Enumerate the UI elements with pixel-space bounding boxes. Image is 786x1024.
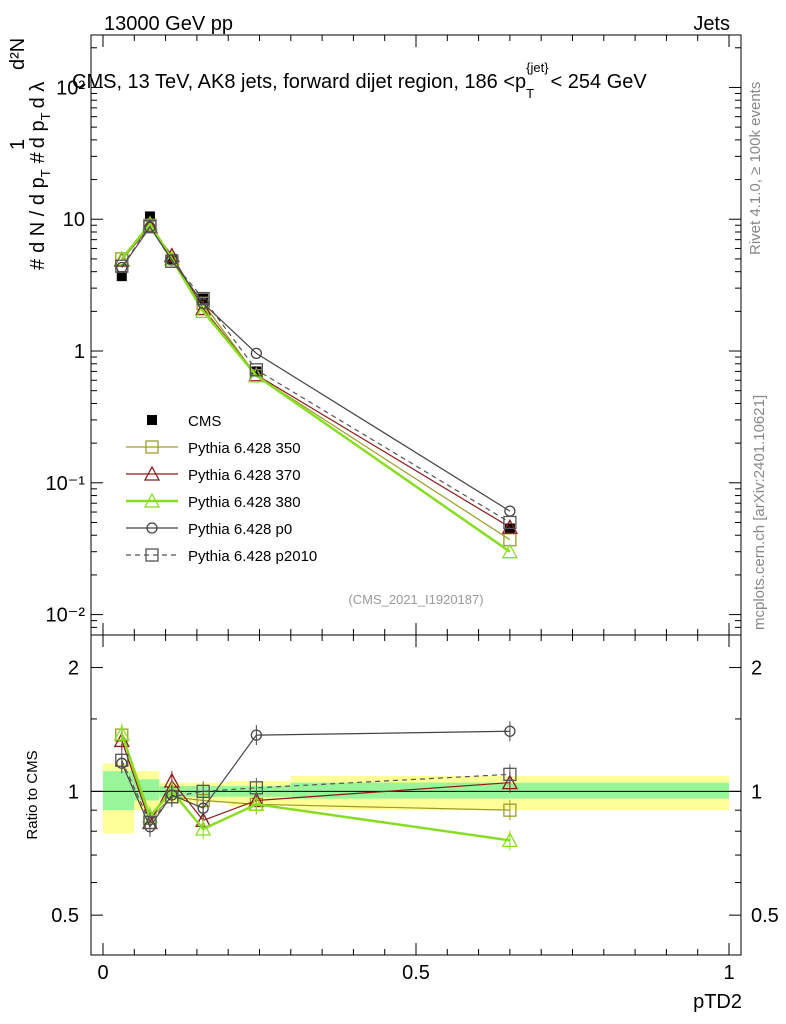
legend-entry: Pythia 6.428 370 bbox=[126, 465, 301, 484]
data-point bbox=[165, 254, 179, 268]
title-sup: {jet} bbox=[526, 60, 549, 75]
legend: CMS Pythia 6.428 350 Pythia 6.428 370 Pythi… bbox=[126, 413, 317, 565]
ratio-y-tick-label: 0.5 bbox=[51, 905, 79, 927]
main-y-label: #d N / d pT#d pTd λ 1 d²N bbox=[7, 38, 53, 270]
ratio-point bbox=[195, 820, 212, 836]
y-label-numerator: 1 bbox=[7, 139, 29, 150]
data-point bbox=[115, 259, 129, 273]
series-pythia-6-428-350 bbox=[115, 218, 517, 547]
ratio-point bbox=[115, 753, 129, 767]
ratio-point bbox=[196, 784, 210, 799]
data-point bbox=[501, 543, 518, 559]
data-point bbox=[250, 347, 263, 360]
ratio-point bbox=[197, 802, 209, 814]
series-pythia-6-428-p0 bbox=[116, 221, 516, 517]
legend-entry: Pythia 6.428 380 bbox=[126, 492, 301, 511]
y-label-text: #d N / d pT#d pTd λ bbox=[27, 82, 53, 270]
ratio-point bbox=[249, 781, 264, 795]
ratio-series-pythia-6-428-p2010 bbox=[115, 750, 517, 833]
ratio-line bbox=[121, 760, 510, 824]
ratio-point bbox=[503, 803, 517, 817]
ratio-y-tick-label-right: 1 bbox=[751, 781, 762, 803]
legend-label: Pythia 6.428 350 bbox=[188, 440, 301, 457]
data-point bbox=[504, 505, 516, 517]
rivet-label: Rivet 4.1.0, ≥ 100k events bbox=[747, 82, 764, 255]
legend-label: CMS bbox=[188, 413, 221, 430]
header-left: 13000 GeV pp bbox=[104, 13, 233, 35]
ratio-series-pythia-6-428-380 bbox=[113, 723, 518, 851]
ratio-line bbox=[121, 740, 510, 825]
ratio-point bbox=[503, 767, 517, 781]
legend-label: Pythia 6.428 p2010 bbox=[188, 548, 317, 565]
legend-label: Pythia 6.428 380 bbox=[188, 494, 301, 511]
y-tick-label: 1 bbox=[74, 341, 85, 363]
ratio-y-label: Ratio to CMS bbox=[24, 750, 41, 839]
ratio-y-tick-label-right: 0.5 bbox=[751, 905, 779, 927]
ratio-point bbox=[165, 790, 179, 804]
y-tick-label: 10² bbox=[56, 77, 85, 99]
legend-entry: Pythia 6.428 p0 bbox=[126, 521, 292, 538]
legend-marker bbox=[143, 492, 161, 508]
analysis-tag: (CMS_2021_I1920187) bbox=[348, 592, 483, 607]
title-main: CMS, 13 TeV, AK8 jets, forward dijet reg… bbox=[72, 71, 526, 93]
legend-marker bbox=[147, 415, 157, 425]
legend-entry: CMS bbox=[147, 413, 221, 430]
data-point bbox=[143, 219, 157, 234]
ratio-point bbox=[248, 795, 265, 811]
data-point bbox=[251, 366, 262, 377]
legend-label: Pythia 6.428 p0 bbox=[188, 521, 292, 538]
series-line bbox=[121, 225, 511, 523]
data-point bbox=[503, 515, 517, 530]
header-right: Jets bbox=[693, 13, 730, 35]
legend-entry: Pythia 6.428 p2010 bbox=[126, 548, 317, 565]
data-point bbox=[196, 291, 210, 306]
title-sub: T bbox=[526, 86, 534, 101]
plot-title: CMS, 13 TeV, AK8 jets, forward dijet reg… bbox=[72, 60, 647, 101]
legend-marker bbox=[145, 440, 159, 454]
data-point bbox=[501, 518, 518, 534]
legend-entry: Pythia 6.428 350 bbox=[126, 440, 301, 457]
main-frame bbox=[90, 34, 742, 636]
ratio-y-tick-label-right: 2 bbox=[751, 658, 762, 680]
y-tick-label: 10 bbox=[63, 209, 85, 231]
data-point bbox=[195, 300, 212, 316]
data-point bbox=[116, 271, 127, 282]
ratio-point bbox=[250, 729, 263, 741]
ratio-point bbox=[501, 774, 518, 790]
legend-marker bbox=[145, 548, 159, 562]
series-pythia-6-428-380 bbox=[113, 215, 518, 559]
x-axis-label: pTD2 bbox=[693, 991, 742, 1013]
ratio-point bbox=[113, 725, 130, 741]
x-tick-label: 0.5 bbox=[402, 962, 430, 984]
series-pythia-6-428-p2010 bbox=[115, 219, 517, 530]
data-point bbox=[113, 250, 130, 266]
x-tick-label: 1 bbox=[723, 962, 734, 984]
data-point bbox=[249, 363, 264, 377]
main-panel: 10⁻² 10⁻¹ 1 10 10² bbox=[46, 34, 742, 636]
legend-marker bbox=[143, 465, 161, 481]
y-tick-label: 10⁻² bbox=[46, 605, 86, 627]
ratio-line bbox=[120, 733, 511, 842]
ratio-point bbox=[504, 725, 516, 737]
title-tail: < 254 GeV bbox=[551, 71, 648, 93]
y-tick-label: 10⁻¹ bbox=[46, 473, 86, 495]
data-point bbox=[195, 302, 212, 318]
mcplots-label: mcplots.cern.ch [arXiv:2401.10621] bbox=[751, 395, 768, 630]
ratio-y-tick-label: 1 bbox=[68, 781, 79, 803]
ratio-point bbox=[143, 815, 157, 830]
ratio-y-tick-label: 2 bbox=[68, 658, 79, 680]
y-label-numerator-2: d²N bbox=[7, 38, 29, 70]
legend-label: Pythia 6.428 370 bbox=[188, 467, 301, 484]
x-tick-label: 0 bbox=[97, 962, 108, 984]
ratio-panel: 0 0.5 1 0.5 0.5 1 1 2 2 bbox=[51, 634, 779, 984]
legend-marker bbox=[146, 522, 158, 534]
ratio-point bbox=[501, 831, 518, 848]
